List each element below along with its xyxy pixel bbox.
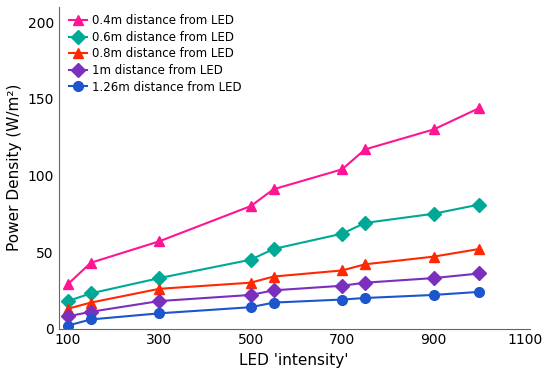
0.6m distance from LED [362, 221, 369, 225]
0.6m distance from LED [87, 291, 94, 296]
Y-axis label: Power Density (W/m²): Power Density (W/m²) [7, 84, 22, 252]
0.4m distance from LED [87, 261, 94, 265]
Line: 1m distance from LED: 1m distance from LED [63, 268, 484, 321]
0.6m distance from LED [339, 231, 345, 236]
1.26m distance from LED [270, 300, 277, 305]
0.4m distance from LED [270, 187, 277, 192]
0.8m distance from LED [430, 254, 437, 259]
Line: 0.8m distance from LED: 0.8m distance from LED [63, 244, 484, 314]
1m distance from LED [248, 293, 254, 297]
0.6m distance from LED [476, 202, 482, 207]
0.6m distance from LED [156, 276, 163, 280]
0.8m distance from LED [270, 274, 277, 279]
1m distance from LED [430, 276, 437, 280]
0.4m distance from LED [64, 282, 71, 286]
1m distance from LED [362, 280, 369, 285]
Line: 0.4m distance from LED: 0.4m distance from LED [63, 103, 484, 289]
0.4m distance from LED [156, 239, 163, 244]
0.4m distance from LED [362, 147, 369, 152]
1m distance from LED [87, 309, 94, 314]
0.8m distance from LED [156, 286, 163, 291]
0.4m distance from LED [339, 167, 345, 172]
1.26m distance from LED [248, 305, 254, 309]
1m distance from LED [339, 284, 345, 288]
0.6m distance from LED [248, 258, 254, 262]
0.8m distance from LED [87, 300, 94, 305]
1.26m distance from LED [362, 296, 369, 300]
X-axis label: LED 'intensity': LED 'intensity' [239, 353, 349, 368]
1.26m distance from LED [476, 290, 482, 294]
1m distance from LED [156, 299, 163, 303]
0.4m distance from LED [248, 204, 254, 209]
0.8m distance from LED [339, 268, 345, 273]
0.6m distance from LED [64, 299, 71, 303]
0.8m distance from LED [362, 262, 369, 267]
Line: 1.26m distance from LED: 1.26m distance from LED [63, 287, 484, 330]
0.4m distance from LED [430, 127, 437, 132]
0.8m distance from LED [64, 306, 71, 311]
1.26m distance from LED [64, 323, 71, 328]
Legend: 0.4m distance from LED, 0.6m distance from LED, 0.8m distance from LED, 1m dista: 0.4m distance from LED, 0.6m distance fr… [65, 10, 246, 98]
1.26m distance from LED [156, 311, 163, 316]
0.6m distance from LED [430, 211, 437, 216]
Line: 0.6m distance from LED: 0.6m distance from LED [63, 200, 484, 306]
1m distance from LED [64, 314, 71, 319]
1.26m distance from LED [87, 317, 94, 322]
0.8m distance from LED [248, 280, 254, 285]
1.26m distance from LED [339, 297, 345, 302]
0.4m distance from LED [476, 106, 482, 110]
0.8m distance from LED [476, 247, 482, 251]
1m distance from LED [476, 271, 482, 276]
1m distance from LED [270, 288, 277, 292]
0.6m distance from LED [270, 247, 277, 251]
1.26m distance from LED [430, 293, 437, 297]
